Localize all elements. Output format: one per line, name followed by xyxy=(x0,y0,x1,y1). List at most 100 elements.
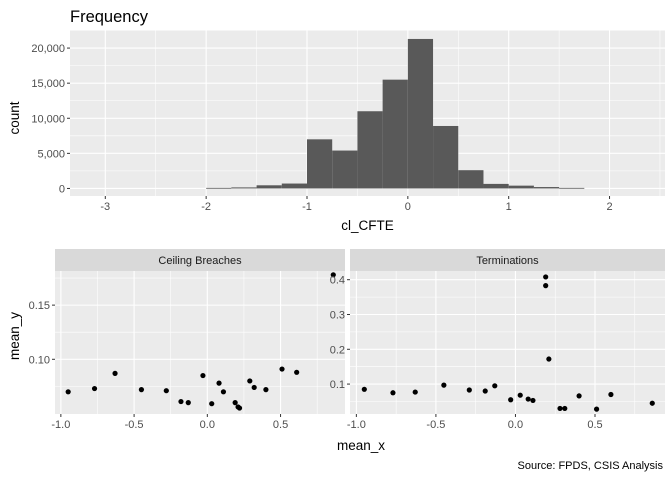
scatter-point xyxy=(216,380,222,386)
scatter-point xyxy=(178,398,184,405)
histogram-bar xyxy=(357,111,383,189)
histogram-bar xyxy=(433,125,459,189)
scatter-point xyxy=(562,405,568,412)
y-tick-label: 15,000 xyxy=(31,78,65,90)
histogram-gridlines xyxy=(70,30,665,196)
histogram-x-ticks: -3 -2 -1 0 1 2 xyxy=(100,196,613,213)
scatter-point xyxy=(530,397,536,404)
x-tick-label: 0 xyxy=(405,201,411,213)
y-tick-label: 20,000 xyxy=(31,43,65,55)
y-tick-label: 0.2 xyxy=(330,344,345,356)
histogram-x-axis-title: cl_CFTE xyxy=(341,218,394,233)
scatter-point xyxy=(330,272,336,278)
scatter-point xyxy=(543,283,549,289)
facet-panel xyxy=(55,271,345,414)
scatter-point xyxy=(576,393,582,399)
histogram-bar xyxy=(483,183,509,189)
scatter-point xyxy=(482,388,488,394)
histogram-bar xyxy=(533,187,560,189)
histogram-bar xyxy=(458,170,484,189)
facet-strip-terminations xyxy=(350,249,665,271)
facet-points xyxy=(361,274,655,412)
x-tick-label: -1 xyxy=(302,201,312,213)
facet-terminations: Terminations -1.0 -0.5 0.0 0.5 0.1 0.2 0.3 0.4 xyxy=(330,249,665,431)
histogram-bar xyxy=(256,185,282,189)
facet-panel xyxy=(350,271,665,414)
x-tick-label: 0.0 xyxy=(508,419,523,431)
scatter-point xyxy=(361,386,367,392)
scatter-point xyxy=(263,387,269,393)
scatter-point xyxy=(163,388,169,394)
scatter-point xyxy=(412,389,418,395)
scatter-point xyxy=(112,370,118,376)
x-tick-label: 0.5 xyxy=(273,419,288,431)
x-tick-label: -0.5 xyxy=(426,419,445,431)
facet-x-ticks: -1.0 -0.5 0.0 0.5 xyxy=(347,414,603,431)
facet-gridlines xyxy=(350,271,665,414)
scatter-point xyxy=(209,401,215,407)
y-tick-label: 0.3 xyxy=(330,309,345,321)
scatter-point xyxy=(232,400,238,406)
scatter-point xyxy=(441,382,447,388)
y-tick-label: 0.15 xyxy=(29,300,50,312)
facet-strip-label: Ceiling Breaches xyxy=(158,255,242,267)
scatter-point xyxy=(294,369,300,375)
scatter-point xyxy=(279,366,285,372)
facet-y-axis-title: mean_y xyxy=(7,312,22,360)
scatter-point xyxy=(390,390,396,396)
scatter-point xyxy=(200,372,206,379)
histogram-bar xyxy=(559,187,585,189)
histogram-bar xyxy=(382,79,408,189)
y-tick-label: 5,000 xyxy=(37,148,65,160)
scatter-point xyxy=(185,400,191,406)
y-tick-label: 10,000 xyxy=(31,113,65,125)
histogram-bar xyxy=(281,183,307,189)
facet-strip-label: Terminations xyxy=(476,255,539,267)
scatter-point xyxy=(593,406,600,412)
x-tick-label: -2 xyxy=(201,201,211,213)
scatter-point xyxy=(508,397,514,403)
histogram-bar xyxy=(306,139,333,189)
y-tick-label: 0.10 xyxy=(29,354,50,366)
scatter-point xyxy=(91,385,98,392)
histogram-bar xyxy=(332,150,358,189)
x-tick-label: 2 xyxy=(606,201,612,213)
x-tick-label: -3 xyxy=(100,201,110,213)
histogram-y-ticks: 0 5,000 10,000 15,000 20,000 xyxy=(31,43,70,195)
histogram-bar xyxy=(508,185,534,189)
y-tick-label: 0.4 xyxy=(330,275,345,287)
caption: Source: FPDS, CSIS Analysis xyxy=(518,460,664,472)
scatter-point xyxy=(138,387,145,393)
scatter-point xyxy=(236,405,243,411)
facet-strip-ceiling-breaches xyxy=(55,249,345,271)
x-tick-label: -1.0 xyxy=(51,419,70,431)
scatter-point xyxy=(492,383,498,389)
facet-gridlines xyxy=(55,271,345,414)
x-tick-label: 1 xyxy=(506,201,512,213)
y-tick-label: 0 xyxy=(59,183,65,195)
histogram-bar xyxy=(407,38,434,189)
facet-points xyxy=(65,272,336,411)
facet-ceiling-breaches: Ceiling Breaches -1.0 -0.5 0.0 0.5 0.10 0.15 xyxy=(29,249,345,431)
scatter-point xyxy=(466,387,472,393)
scatter-point xyxy=(543,274,549,280)
scatter-point xyxy=(220,389,227,395)
scatter-point xyxy=(517,392,523,398)
facet-y-ticks: 0.10 0.15 xyxy=(29,300,55,366)
facet-x-ticks: -1.0 -0.5 0.0 0.5 xyxy=(51,414,288,431)
histogram-bar xyxy=(206,187,232,189)
scatter-point xyxy=(525,396,531,402)
x-tick-label: -0.5 xyxy=(125,419,144,431)
x-tick-label: 0.5 xyxy=(587,419,602,431)
scatter-point xyxy=(557,405,563,412)
scatter-point xyxy=(65,389,71,395)
y-tick-label: 0.1 xyxy=(330,379,345,391)
scatter-point xyxy=(247,378,253,384)
histogram-bar xyxy=(231,187,257,189)
histogram-bars xyxy=(206,38,585,189)
facet-x-axis-title: mean_x xyxy=(337,438,385,453)
scatter-point xyxy=(649,400,655,406)
scatter-point xyxy=(546,356,552,362)
scatter-point xyxy=(251,384,257,391)
